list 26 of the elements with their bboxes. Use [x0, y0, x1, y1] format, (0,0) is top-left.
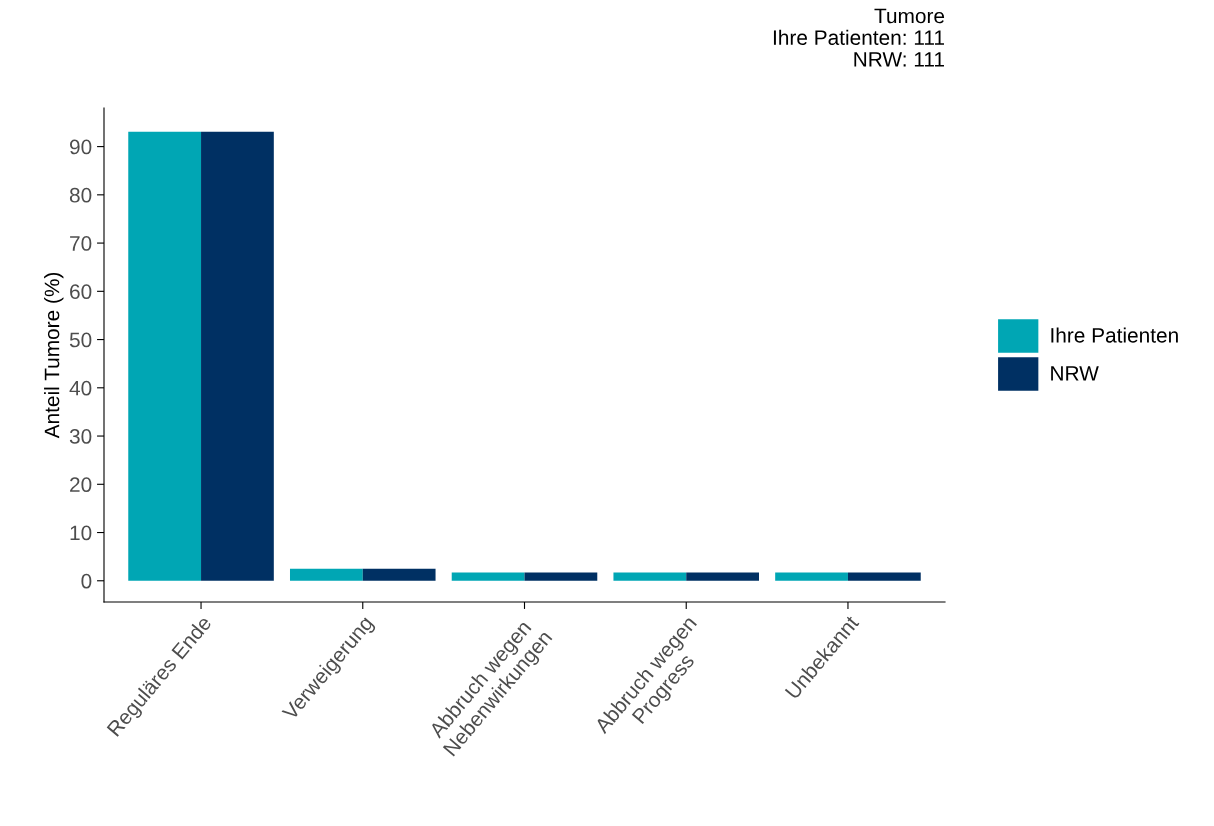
bar: [775, 572, 848, 581]
y-tick-label: 30: [69, 429, 92, 444]
y-tick-label: 50: [69, 332, 92, 348]
y-tick-label: 0: [81, 573, 92, 589]
y-tick-label: 70: [70, 236, 92, 251]
y-tick-label: 80: [69, 187, 92, 203]
bar: [451, 572, 525, 581]
text: Ihre Patienten: 111: [773, 29, 944, 45]
bar: [847, 572, 921, 581]
text: NRW: 111: [854, 52, 944, 67]
chart-title: Tumore: [874, 8, 945, 24]
bar: [289, 568, 363, 581]
y-tick-label: 90: [70, 139, 92, 155]
bar: [201, 131, 274, 581]
y-tick-label: 10: [70, 525, 92, 541]
legend-label: NRW: [1051, 366, 1099, 381]
bar: [524, 572, 598, 581]
bar: [128, 131, 202, 581]
y-tick-label: 20: [70, 477, 92, 493]
y-tick-label: 60: [70, 284, 92, 300]
bar: [362, 568, 436, 581]
y-axis-title: Anteil Tumore (%): [44, 272, 64, 439]
legend-label: Ihre Patienten: [1051, 327, 1178, 343]
bar: [613, 572, 687, 581]
bar: [686, 572, 760, 581]
y-tick-label: 40: [69, 380, 92, 396]
